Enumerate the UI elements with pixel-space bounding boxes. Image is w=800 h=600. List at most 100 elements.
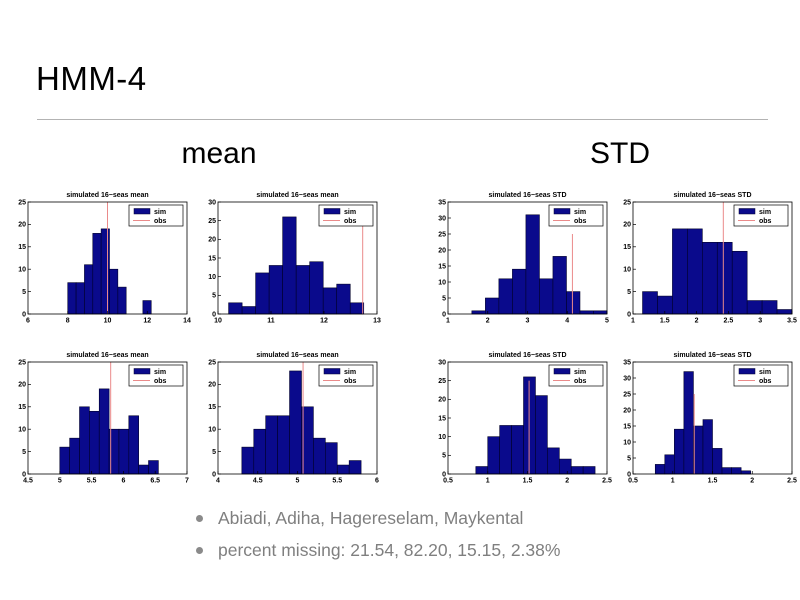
svg-text:5: 5 [442,295,446,302]
svg-text:15: 15 [18,244,26,251]
svg-text:simulated 16−seas STD: simulated 16−seas STD [673,192,751,199]
group-header-mean: mean [181,137,257,170]
svg-text:1: 1 [671,478,675,485]
svg-text:6: 6 [26,318,30,325]
svg-text:5: 5 [212,293,216,300]
svg-text:obs: obs [574,218,587,225]
svg-text:4: 4 [565,318,569,325]
svg-text:2.5: 2.5 [602,478,612,485]
svg-text:5: 5 [22,449,26,456]
svg-text:30: 30 [623,375,631,382]
svg-text:simulated 16−seas STD: simulated 16−seas STD [488,192,566,199]
svg-text:obs: obs [344,218,357,225]
svg-text:sim: sim [574,209,586,216]
svg-text:4: 4 [216,478,220,485]
svg-text:25: 25 [18,199,26,206]
svg-text:10: 10 [18,427,26,434]
svg-text:1: 1 [486,478,490,485]
histogram-mean-4: 4 4.5 5 5.5 6 0 5 10 15 20 25 simulated 16−seas mea… [200,348,386,486]
svg-text:25: 25 [438,231,446,238]
svg-text:obs: obs [759,378,772,385]
svg-text:20: 20 [623,407,631,414]
svg-text:sim: sim [759,369,771,376]
svg-text:10: 10 [214,318,222,325]
svg-text:6: 6 [121,478,125,485]
svg-text:5.5: 5.5 [87,478,97,485]
svg-text:0: 0 [22,311,26,318]
svg-text:13: 13 [373,318,381,325]
svg-text:12: 12 [143,318,151,325]
svg-text:5: 5 [627,455,631,462]
svg-text:25: 25 [208,359,216,366]
svg-text:10: 10 [18,267,26,274]
svg-text:10: 10 [438,434,446,441]
svg-text:obs: obs [759,218,772,225]
svg-text:1.5: 1.5 [660,318,670,325]
svg-text:simulated 16−seas STD: simulated 16−seas STD [673,352,751,359]
svg-text:10: 10 [208,274,216,281]
svg-text:20: 20 [208,237,216,244]
svg-text:2.5: 2.5 [787,478,797,485]
svg-text:3: 3 [526,318,530,325]
svg-text:5: 5 [442,453,446,460]
svg-text:0: 0 [442,311,446,318]
svg-text:sim: sim [574,369,586,376]
svg-text:simulated 16−seas mean: simulated 16−seas mean [256,192,338,199]
svg-text:1.5: 1.5 [523,478,533,485]
svg-text:30: 30 [208,199,216,206]
svg-text:15: 15 [208,404,216,411]
svg-text:6: 6 [375,478,379,485]
svg-text:20: 20 [18,222,26,229]
svg-text:simulated 16−seas mean: simulated 16−seas mean [66,352,148,359]
svg-text:2: 2 [695,318,699,325]
svg-text:5: 5 [627,289,631,296]
svg-text:10: 10 [104,318,112,325]
svg-text:7: 7 [185,478,189,485]
svg-text:4.5: 4.5 [253,478,263,485]
svg-text:0: 0 [442,471,446,478]
svg-text:sim: sim [154,209,166,216]
svg-text:11: 11 [267,318,275,325]
svg-text:4.5: 4.5 [23,478,33,485]
svg-text:2: 2 [750,478,754,485]
svg-text:5: 5 [58,478,62,485]
svg-text:15: 15 [208,255,216,262]
bullet-icon [196,515,203,522]
svg-text:6.5: 6.5 [150,478,160,485]
svg-text:sim: sim [344,209,356,216]
svg-text:5: 5 [296,478,300,485]
svg-text:5: 5 [212,449,216,456]
histogram-std-3: 0.5 1 1.5 2 2.5 0 5 10 15 20 25 30 simulated 16−seas… [430,348,616,486]
list-item: percent missing: 21.54, 82.20, 15.15, 2.… [196,540,560,561]
svg-text:obs: obs [344,378,357,385]
svg-text:35: 35 [438,199,446,206]
histogram-std-1: 1 2 3 4 5 0 5 10 15 20 25 30 35 simulated 16−seas STD… [430,188,616,326]
svg-text:1.5: 1.5 [708,478,718,485]
bullet-list: Abiadi, Adiha, Hagereselam, Maykental pe… [196,508,560,561]
svg-text:obs: obs [154,218,167,225]
svg-text:obs: obs [574,378,587,385]
svg-text:20: 20 [623,222,631,229]
svg-text:sim: sim [154,369,166,376]
group-header-std: STD [590,137,650,170]
svg-text:15: 15 [623,423,631,430]
svg-text:0.5: 0.5 [628,478,638,485]
svg-text:5.5: 5.5 [332,478,342,485]
svg-text:0: 0 [627,471,631,478]
svg-text:10: 10 [438,279,446,286]
histogram-std-4: 0.5 1 1.5 2 2.5 0 5 10 15 20 25 30 35 simulated 16−se… [615,348,800,486]
bullet-text-percent-missing: percent missing: 21.54, 82.20, 15.15, 2.… [218,540,561,560]
histogram-mean-1: 6 8 10 12 14 0 5 10 15 20 25 simulated 16−seas mean… [10,188,196,326]
bullet-icon [196,547,203,554]
svg-text:5: 5 [605,318,609,325]
svg-text:simulated 16−seas mean: simulated 16−seas mean [256,352,338,359]
svg-text:30: 30 [438,215,446,222]
svg-text:2.5: 2.5 [724,318,734,325]
svg-text:25: 25 [623,391,631,398]
svg-text:25: 25 [18,359,26,366]
svg-text:simulated 16−seas mean: simulated 16−seas mean [66,192,148,199]
svg-text:3.5: 3.5 [787,318,797,325]
svg-text:15: 15 [623,244,631,251]
histogram-mean-3: 4.5 5 5.5 6 6.5 7 0 5 10 15 20 25 simulated 16−seas … [10,348,196,486]
